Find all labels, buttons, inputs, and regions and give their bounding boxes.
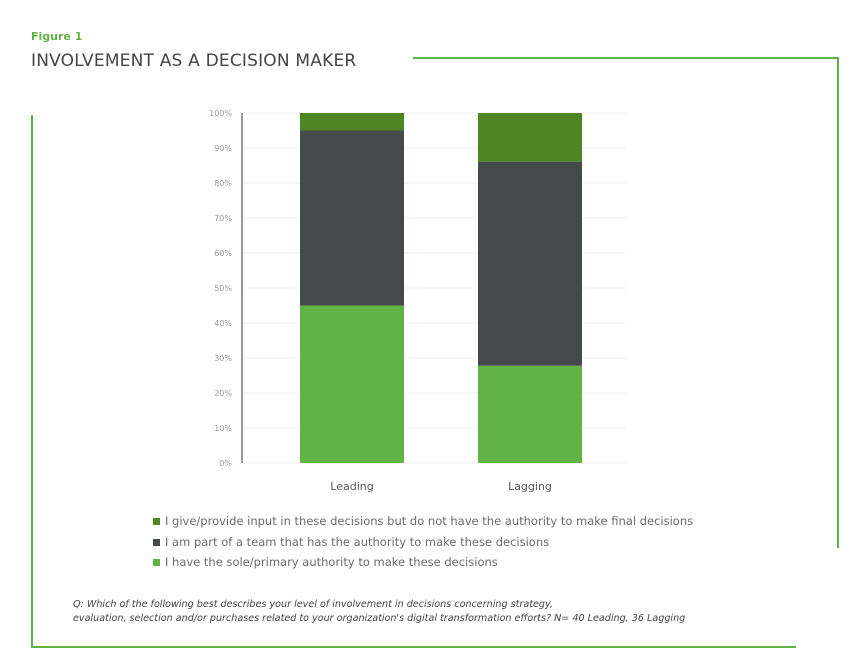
y-tick-label: 50% (214, 284, 232, 293)
footnote-line: Q: Which of the following best describes… (73, 599, 553, 610)
y-tick-label: 60% (214, 249, 232, 258)
legend-item-input: I give/provide input in these decisions … (153, 514, 693, 528)
footnote: Q: Which of the following best describes… (73, 598, 685, 626)
legend-label: I give/provide input in these decisions … (165, 514, 694, 528)
y-tick-label: 70% (214, 214, 232, 223)
legend-item-sole: I have the sole/primary authority to mak… (153, 555, 498, 569)
footnote-line: evaluation, selection and/or purchases r… (73, 613, 686, 624)
frame-left-line (31, 115, 33, 648)
y-tick-label: 90% (214, 144, 232, 153)
legend-label: I have the sole/primary authority to mak… (165, 555, 498, 569)
x-tick-label: Lagging (508, 480, 552, 493)
frame-top-line (413, 57, 839, 59)
bar-segment-lagging-2 (478, 113, 582, 162)
figure-label: Figure 1 (31, 30, 83, 43)
y-tick-label: 0% (219, 459, 232, 468)
bar-segment-leading-0 (300, 305, 404, 463)
y-tick-label: 80% (214, 179, 232, 188)
legend-swatch (153, 539, 160, 546)
bar-segment-lagging-1 (478, 161, 582, 366)
legend-swatch (153, 518, 160, 525)
x-tick-label: Leading (330, 480, 373, 493)
y-tick-label: 10% (214, 424, 232, 433)
chart-title: INVOLVEMENT AS A DECISION MAKER (31, 51, 357, 71)
bar-segment-leading-2 (300, 113, 404, 131)
y-tick-label: 20% (214, 389, 232, 398)
bar-segment-leading-1 (300, 130, 404, 306)
bar-segment-lagging-0 (478, 365, 582, 463)
legend-label: I am part of a team that has the authori… (165, 535, 550, 549)
y-tick-label: 100% (209, 109, 232, 118)
legend-item-team: I am part of a team that has the authori… (153, 535, 549, 549)
frame-right-line (837, 57, 839, 548)
y-tick-label: 30% (214, 354, 232, 363)
frame-bottom-line (31, 646, 796, 648)
legend-swatch (153, 559, 160, 566)
y-tick-label: 40% (214, 319, 232, 328)
